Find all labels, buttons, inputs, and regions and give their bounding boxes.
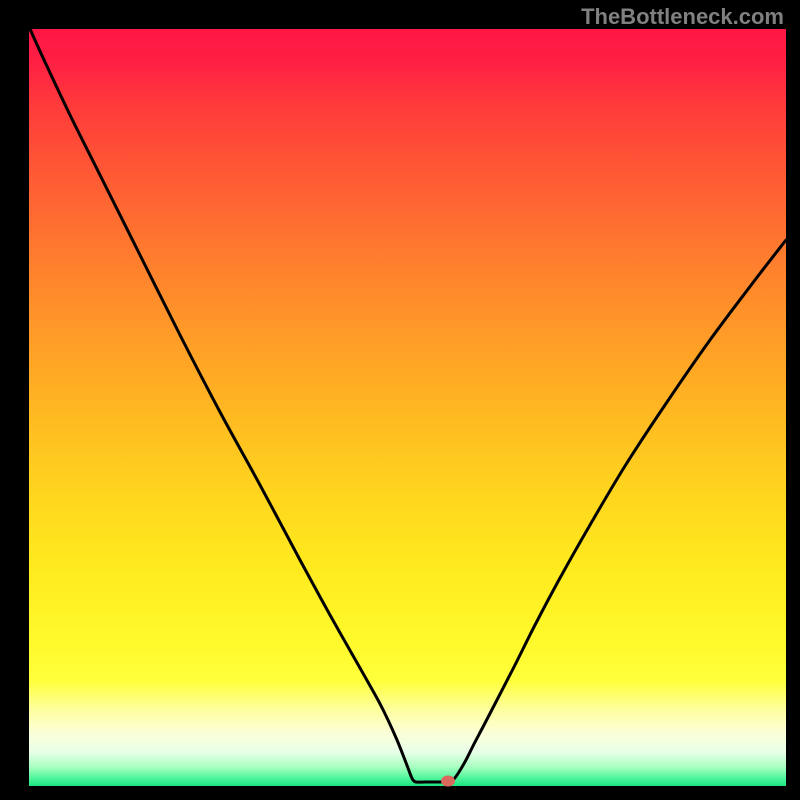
bottleneck-chart: TheBottleneck.com: [0, 0, 800, 800]
watermark-text: TheBottleneck.com: [581, 4, 784, 30]
plot-background-gradient: [29, 29, 786, 786]
optimal-point-marker: [441, 776, 455, 787]
chart-svg: [0, 0, 800, 800]
